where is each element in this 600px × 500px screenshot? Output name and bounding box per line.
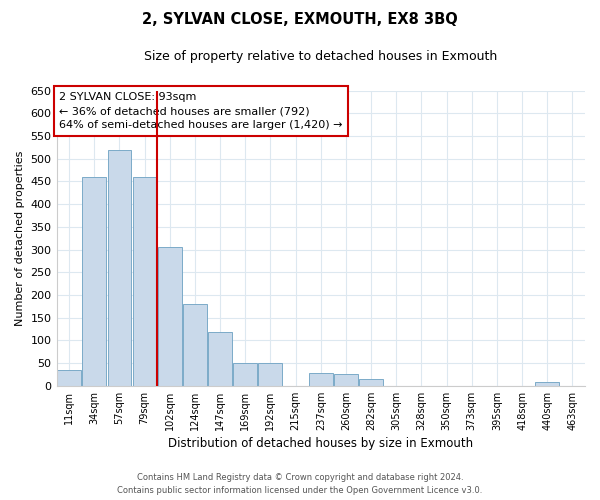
Bar bbox=[107, 150, 131, 386]
Bar bbox=[334, 374, 358, 386]
Text: 2 SYLVAN CLOSE: 93sqm
← 36% of detached houses are smaller (792)
64% of semi-det: 2 SYLVAN CLOSE: 93sqm ← 36% of detached … bbox=[59, 92, 343, 130]
Bar bbox=[259, 363, 283, 386]
Text: Contains HM Land Registry data © Crown copyright and database right 2024.
Contai: Contains HM Land Registry data © Crown c… bbox=[118, 474, 482, 495]
Bar bbox=[359, 379, 383, 386]
Bar bbox=[208, 332, 232, 386]
Bar bbox=[535, 382, 559, 386]
Y-axis label: Number of detached properties: Number of detached properties bbox=[15, 150, 25, 326]
Bar bbox=[183, 304, 207, 386]
Bar bbox=[133, 177, 157, 386]
Title: Size of property relative to detached houses in Exmouth: Size of property relative to detached ho… bbox=[144, 50, 497, 63]
Bar bbox=[158, 248, 182, 386]
Bar bbox=[233, 363, 257, 386]
Bar bbox=[82, 177, 106, 386]
X-axis label: Distribution of detached houses by size in Exmouth: Distribution of detached houses by size … bbox=[168, 437, 473, 450]
Bar bbox=[57, 370, 81, 386]
Text: 2, SYLVAN CLOSE, EXMOUTH, EX8 3BQ: 2, SYLVAN CLOSE, EXMOUTH, EX8 3BQ bbox=[142, 12, 458, 28]
Bar bbox=[309, 373, 333, 386]
